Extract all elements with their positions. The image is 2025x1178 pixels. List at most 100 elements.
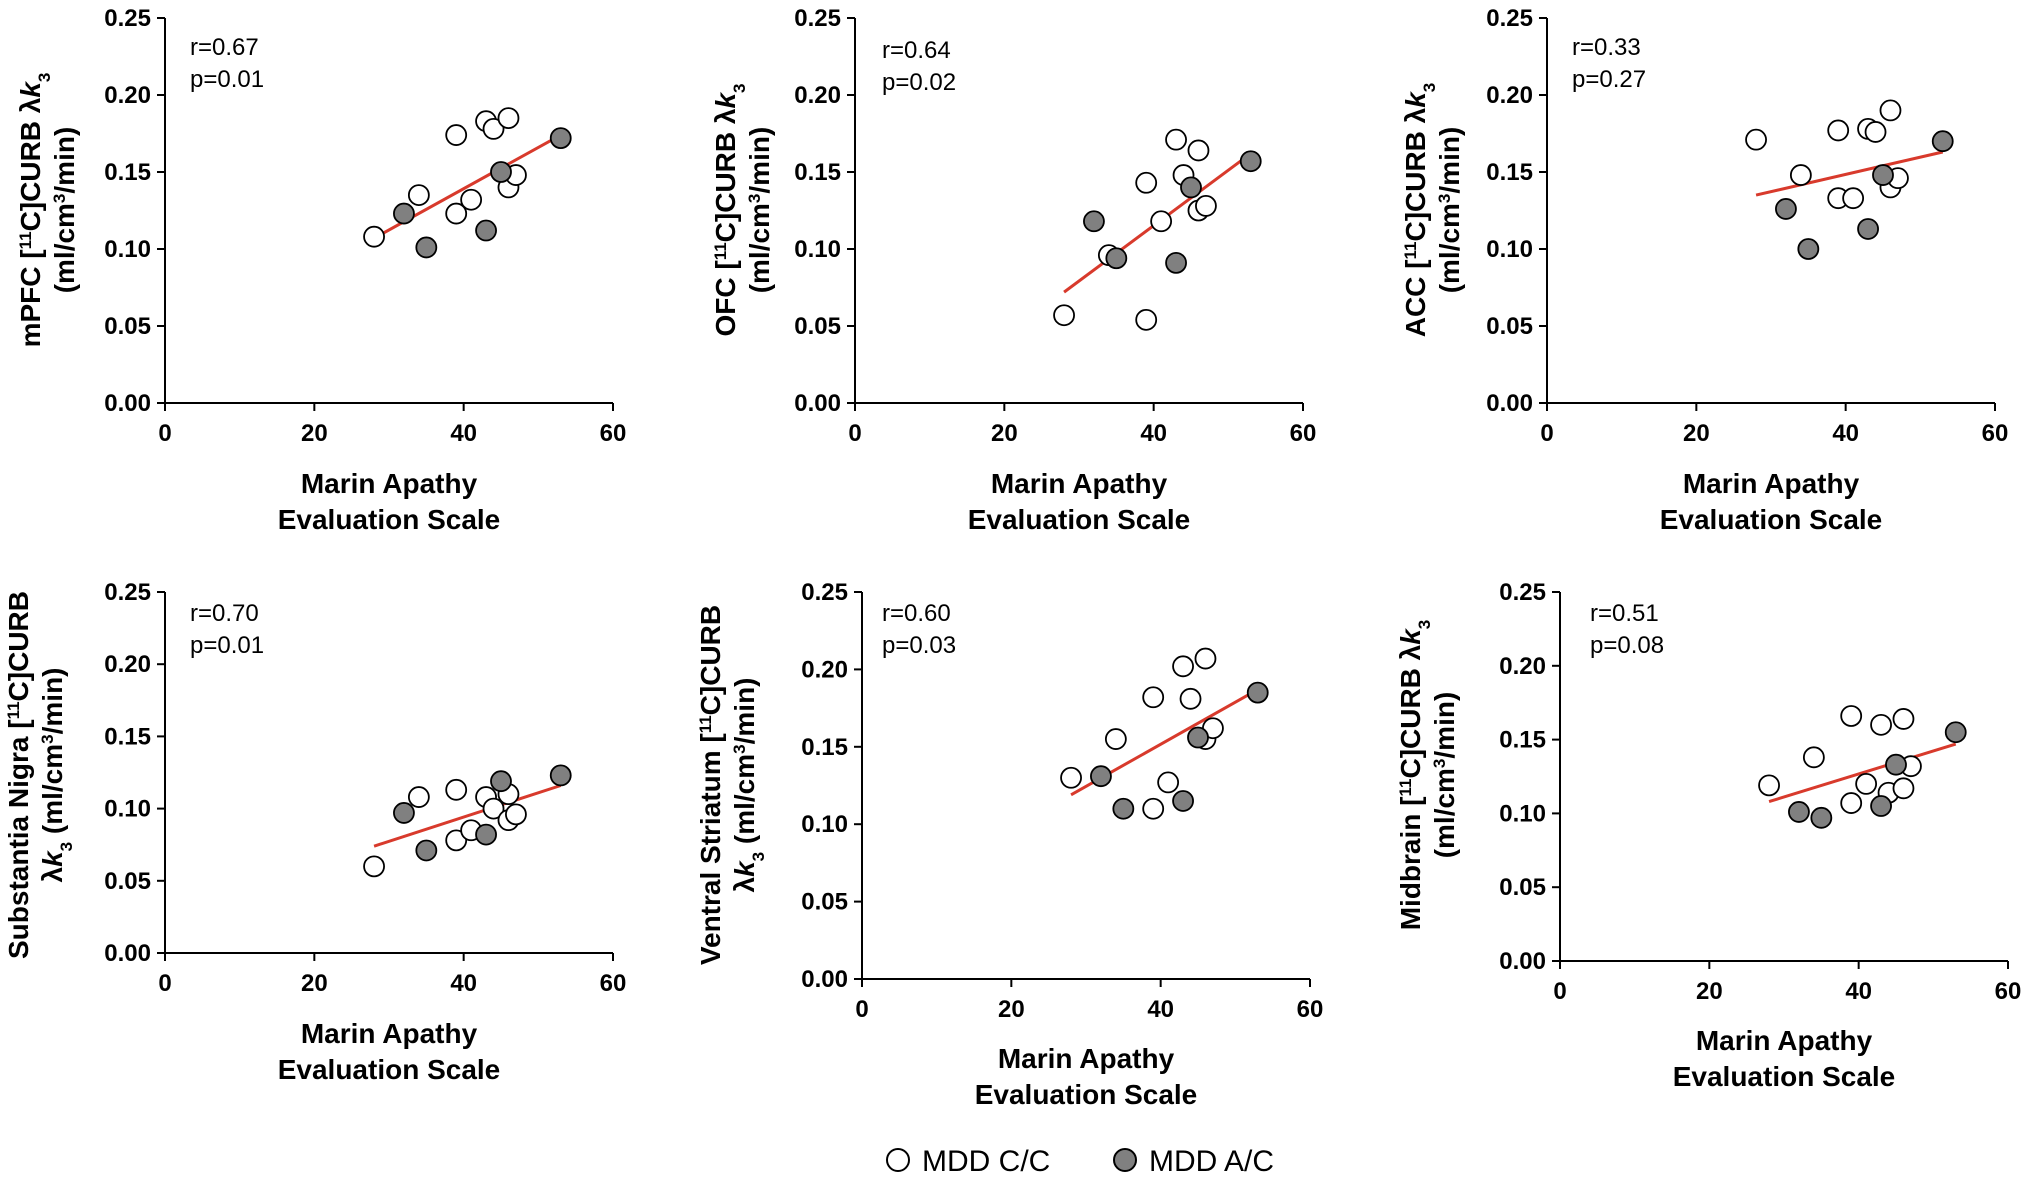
y-tick-label: 0.05 (801, 889, 848, 916)
point-mdd-ac (1165, 251, 1187, 274)
x-tick-label: 40 (1845, 978, 1872, 1005)
x-tick-label: 0 (158, 970, 171, 997)
point-mdd-ac (393, 202, 415, 225)
x-tick-label: 60 (1982, 420, 2009, 447)
point-mdd-ac (475, 219, 497, 242)
point-mdd-cc (1135, 171, 1158, 194)
point-mdd-ac (1187, 726, 1209, 749)
y-tick-label: 0.10 (794, 236, 841, 263)
panel-substantia-nigra: 0.00 0.05 0.10 0.15 0.20 0.25 0 20 40 60 Marin Apa… (3, 579, 626, 1085)
point-mdd-cc (460, 188, 483, 211)
point-mdd-cc (1870, 713, 1892, 736)
y-axis-title-line: (ml/cm3/min) (744, 127, 775, 294)
y-tick-label: 0.25 (1486, 5, 1533, 32)
panel-midbrain: 0.00 0.05 0.10 0.15 0.20 0.25 0 20 40 60 Marin Apa… (1395, 579, 2021, 1092)
y-tick-label: 0.20 (801, 656, 848, 683)
y-axis-title-line: ACC [11C]CURB λk3 (1400, 83, 1439, 338)
point-mdd-ac (393, 802, 415, 824)
point-mdd-ac (549, 127, 572, 150)
point-mdd-ac (1083, 210, 1105, 233)
y-tick-label: 0.15 (1486, 159, 1533, 186)
point-mdd-cc (505, 803, 527, 826)
x-axis-title: Evaluation Scale (975, 1079, 1198, 1110)
point-mdd-cc (1789, 164, 1812, 186)
y-tick-label: 0.05 (104, 868, 151, 895)
point-mdd-cc (1840, 792, 1863, 814)
x-tick-label: 20 (1696, 978, 1723, 1005)
x-axis-title: Marin Apathy (301, 468, 478, 499)
point-mdd-cc (1842, 187, 1865, 210)
point-mdd-ac (1872, 164, 1894, 186)
x-tick-label: 20 (1683, 420, 1710, 447)
point-mdd-ac (1112, 797, 1135, 820)
point-mdd-ac (1775, 198, 1797, 220)
x-tick-label: 60 (600, 420, 627, 447)
x-tick-label: 60 (1297, 996, 1324, 1023)
legend: MDD C/C MDD A/C (886, 1145, 1274, 1178)
point-mdd-ac (1788, 801, 1810, 823)
x-axis-title: Marin Apathy (1683, 468, 1860, 499)
y-tick-label: 0.10 (1499, 800, 1546, 827)
x-tick-label: 0 (1553, 978, 1566, 1005)
x-tick-label: 40 (450, 970, 477, 997)
x-tick-label: 40 (1832, 420, 1859, 447)
point-mdd-cc (1150, 210, 1173, 233)
x-tick-label: 0 (1540, 420, 1553, 447)
y-tick-label: 0.10 (801, 811, 848, 838)
x-tick-label: 60 (600, 970, 627, 997)
correlation-r: r=0.51 (1590, 600, 1659, 627)
point-mdd-ac (1870, 795, 1892, 817)
point-mdd-cc (482, 797, 505, 820)
point-mdd-ac (1105, 247, 1128, 270)
point-mdd-cc (1135, 308, 1158, 331)
y-tick-label: 0.20 (104, 82, 151, 109)
legend-marker-mdd-cc (886, 1148, 910, 1172)
y-tick-label: 0.00 (104, 390, 151, 417)
y-axis-title: Midbrain [11C]CURB λk3(ml/cm3/min) (1395, 620, 1460, 931)
x-tick-label: 60 (1290, 420, 1317, 447)
point-mdd-cc (407, 786, 430, 808)
point-mdd-ac (549, 764, 572, 787)
y-tick-label: 0.20 (1499, 653, 1546, 680)
y-tick-label: 0.15 (794, 159, 841, 186)
point-mdd-ac (1797, 238, 1820, 260)
point-mdd-cc (445, 202, 468, 225)
x-axis-title: Evaluation Scale (1673, 1061, 1896, 1092)
legend-label-mdd-cc: MDD C/C (922, 1145, 1050, 1178)
y-axis-title: mPFC [11C]CURB λk3(ml/cm3/min) (15, 73, 80, 348)
panel-mpfc: 0.00 0.05 0.10 0.15 0.20 0.25 0 20 40 60 Marin Apa… (15, 5, 626, 535)
y-tick-label: 0.25 (1499, 579, 1546, 606)
y-tick-label: 0.15 (104, 159, 151, 186)
x-tick-label: 20 (301, 420, 328, 447)
point-mdd-cc (1053, 304, 1075, 327)
y-axis-title-line: (ml/cm3/min) (1429, 692, 1460, 859)
x-tick-label: 0 (855, 996, 868, 1023)
point-mdd-cc (1142, 797, 1165, 820)
x-tick-label: 20 (991, 420, 1018, 447)
p-value: p=0.01 (190, 66, 264, 93)
x-axis-title: Marin Apathy (998, 1043, 1175, 1074)
point-mdd-cc (1195, 194, 1217, 217)
point-mdd-cc (445, 778, 468, 801)
point-mdd-cc (482, 117, 505, 140)
correlation-r: r=0.70 (190, 600, 259, 627)
point-mdd-cc (1165, 128, 1187, 151)
point-mdd-cc (1745, 128, 1767, 151)
scatter-panels: 0.00 0.05 0.10 0.15 0.20 0.25 0 20 40 60 Marin Apa… (3, 5, 2021, 1110)
p-value: p=0.03 (882, 632, 956, 659)
point-mdd-cc (363, 225, 385, 248)
y-axis-title: ACC [11C]CURB λk3(ml/cm3/min) (1400, 83, 1465, 338)
x-tick-label: 40 (450, 420, 477, 447)
y-axis-title: OFC [11C]CURB λk3(ml/cm3/min) (710, 83, 775, 336)
point-mdd-cc (1157, 771, 1180, 794)
x-axis-title: Marin Apathy (1696, 1025, 1873, 1056)
p-value: p=0.27 (1572, 66, 1646, 93)
regression-line (1768, 742, 1957, 804)
y-tick-label: 0.20 (1486, 82, 1533, 109)
y-tick-label: 0.00 (1499, 948, 1546, 975)
point-mdd-cc (1855, 772, 1878, 795)
point-mdd-cc (497, 107, 520, 129)
point-mdd-cc (1179, 687, 1202, 710)
